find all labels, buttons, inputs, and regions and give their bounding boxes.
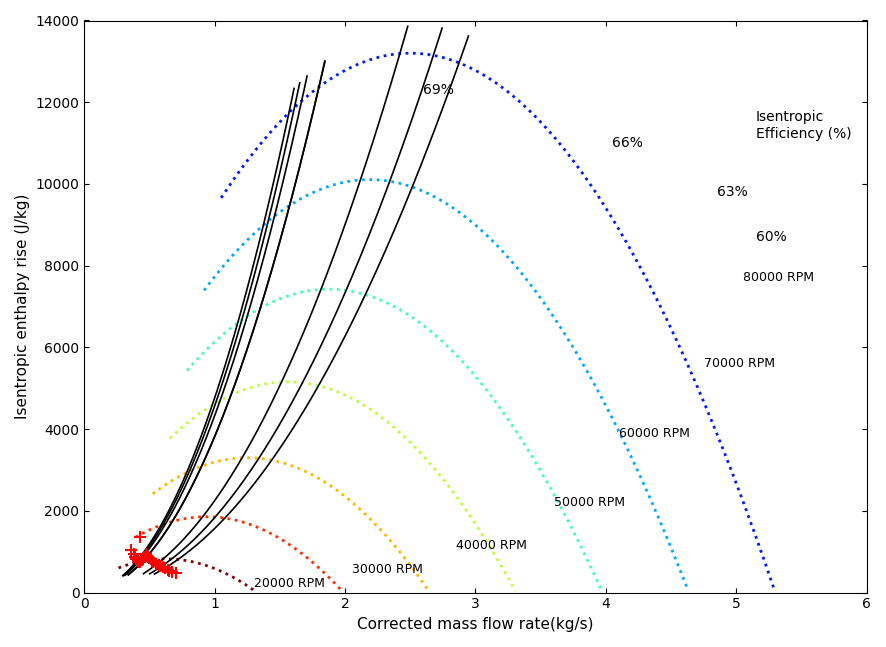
- Text: Isentropic
Efficiency (%): Isentropic Efficiency (%): [756, 111, 851, 140]
- Text: 80000 RPM: 80000 RPM: [742, 272, 813, 285]
- Text: 60000 RPM: 60000 RPM: [618, 427, 689, 440]
- Text: 20000 RPM: 20000 RPM: [253, 577, 324, 590]
- Text: 70000 RPM: 70000 RPM: [703, 357, 774, 370]
- Text: 66%: 66%: [612, 136, 643, 150]
- Text: 60%: 60%: [756, 230, 787, 244]
- Text: 50000 RPM: 50000 RPM: [554, 496, 625, 509]
- X-axis label: Corrected mass flow rate(kg/s): Corrected mass flow rate(kg/s): [357, 617, 594, 632]
- Y-axis label: Isentropic enthalpy rise (J/kg): Isentropic enthalpy rise (J/kg): [15, 194, 30, 419]
- Text: 30000 RPM: 30000 RPM: [352, 563, 423, 576]
- Text: 40000 RPM: 40000 RPM: [456, 539, 527, 552]
- Text: 69%: 69%: [424, 83, 455, 97]
- Text: 63%: 63%: [717, 185, 748, 199]
